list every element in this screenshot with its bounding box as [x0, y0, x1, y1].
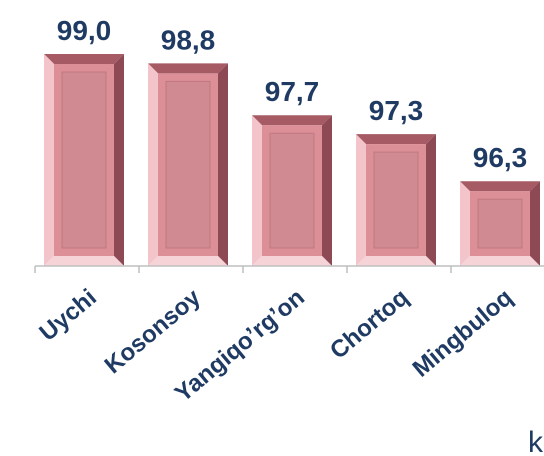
bar-left-bevel — [44, 54, 54, 266]
bar-top-bevel — [460, 181, 540, 192]
value-label-2: 98,8 — [161, 24, 216, 55]
bar-left-bevel — [252, 115, 262, 266]
bar-top-bevel — [148, 63, 228, 74]
value-labels: 99,0 98,8 97,7 97,3 96,3 — [57, 15, 528, 173]
bar-top-bevel — [252, 115, 332, 126]
bar-5 — [460, 181, 540, 266]
category-label-5: Mingbuloq — [408, 284, 518, 383]
bar-3 — [252, 115, 332, 266]
bar-top-bevel — [44, 54, 124, 64]
value-label-3: 97,7 — [265, 76, 320, 107]
bar-top-bevel — [356, 134, 436, 145]
bar-left-bevel — [356, 134, 366, 266]
bar-bottom-bevel — [356, 256, 436, 266]
bar-bottom-bevel — [252, 256, 332, 266]
value-label-5: 96,3 — [473, 142, 528, 173]
bar-right-bevel — [426, 134, 436, 266]
bar-right-bevel — [322, 115, 332, 266]
bar-left-bevel — [460, 181, 470, 266]
bar-right-bevel — [218, 63, 228, 266]
bar-right-bevel — [530, 181, 540, 266]
value-label-1: 99,0 — [57, 15, 112, 46]
x-axis-ticks — [34, 266, 452, 273]
bar-left-bevel — [148, 63, 158, 266]
edge-text: k — [528, 426, 544, 456]
bar-1 — [44, 54, 124, 266]
category-label-2: Kosonsoy — [100, 283, 207, 379]
bars-group — [44, 54, 540, 266]
bar-inner-panel — [373, 151, 419, 249]
bar-bottom-bevel — [44, 256, 124, 266]
value-label-4: 97,3 — [369, 95, 424, 126]
bar-inner-panel — [61, 71, 107, 249]
bar-inner-panel — [269, 132, 315, 249]
bar-bottom-bevel — [460, 256, 540, 266]
category-label-1: Uychi — [34, 284, 101, 347]
bar-4 — [356, 134, 436, 266]
bar-right-bevel — [114, 54, 124, 266]
category-label-4: Chortoq — [325, 284, 414, 365]
bar-2 — [148, 63, 228, 266]
bar-bottom-bevel — [148, 256, 228, 266]
bar-inner-panel — [165, 80, 211, 249]
bar-inner-panel — [477, 198, 523, 249]
